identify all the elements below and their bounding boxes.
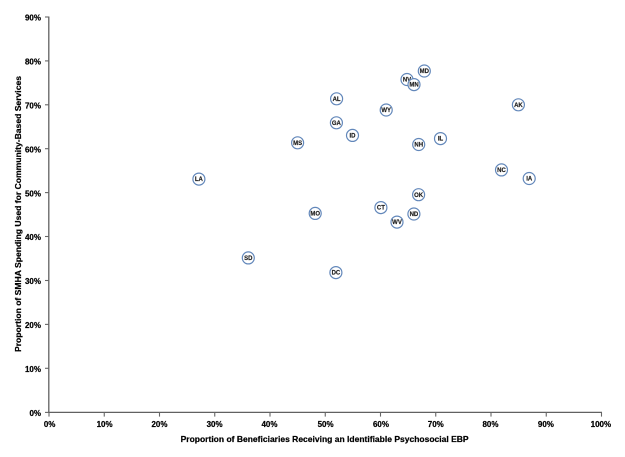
svg-text:WV: WV (392, 220, 402, 226)
svg-text:LA: LA (195, 177, 204, 183)
svg-text:0%: 0% (44, 420, 56, 429)
svg-text:100%: 100% (591, 420, 611, 429)
svg-text:30%: 30% (25, 277, 41, 286)
svg-text:MO: MO (310, 212, 320, 218)
svg-text:NH: NH (414, 143, 423, 149)
svg-text:NC: NC (497, 168, 506, 174)
svg-text:GA: GA (332, 121, 342, 127)
svg-text:50%: 50% (318, 420, 334, 429)
svg-text:60%: 60% (373, 420, 389, 429)
svg-text:SD: SD (244, 256, 253, 262)
svg-text:IL: IL (438, 137, 444, 143)
svg-text:MN: MN (409, 83, 418, 89)
svg-text:80%: 80% (482, 420, 498, 429)
svg-text:CT: CT (377, 206, 385, 212)
svg-text:IA: IA (526, 177, 533, 183)
svg-text:NV: NV (403, 78, 411, 84)
svg-text:40%: 40% (25, 233, 41, 242)
svg-text:20%: 20% (151, 420, 167, 429)
svg-text:20%: 20% (25, 321, 41, 330)
svg-text:WY: WY (381, 108, 391, 114)
svg-text:60%: 60% (25, 145, 41, 154)
svg-text:OK: OK (414, 193, 424, 199)
svg-text:50%: 50% (25, 189, 41, 198)
svg-text:0%: 0% (29, 409, 41, 418)
svg-text:10%: 10% (97, 420, 113, 429)
svg-text:90%: 90% (538, 420, 554, 429)
svg-text:ID: ID (350, 134, 357, 140)
svg-text:DC: DC (332, 271, 341, 277)
svg-text:Proportion of SMHA Spending Us: Proportion of SMHA Spending Used for Com… (13, 76, 23, 352)
svg-text:40%: 40% (261, 420, 277, 429)
svg-text:30%: 30% (207, 420, 223, 429)
svg-text:Proportion of Beneficiaries Re: Proportion of Beneficiaries Receiving an… (181, 434, 469, 444)
svg-text:10%: 10% (25, 365, 41, 374)
svg-text:80%: 80% (25, 58, 41, 67)
svg-text:AK: AK (514, 103, 523, 109)
svg-text:MD: MD (420, 69, 430, 75)
svg-text:MS: MS (293, 141, 302, 147)
svg-text:ND: ND (410, 212, 419, 218)
svg-text:70%: 70% (25, 102, 41, 111)
svg-text:90%: 90% (25, 14, 41, 23)
svg-text:AL: AL (333, 97, 341, 103)
svg-text:70%: 70% (428, 420, 444, 429)
